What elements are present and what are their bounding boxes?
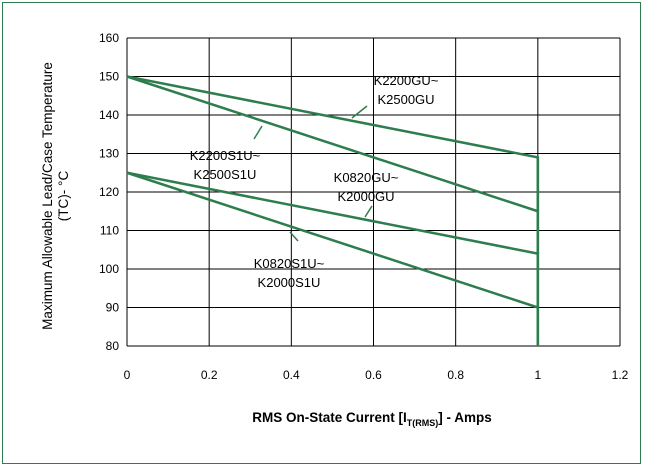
chart-frame [2,2,641,464]
annotation-leader-3 [364,205,373,218]
annotation-leader-2 [253,125,263,140]
annotations: K2200GU~ K2500GU K2200S1U~ K2500S1U K0820GU~… [190,73,439,290]
x-axis-title: RMS On-State Current [IT(RMS)] - Amps [252,410,492,428]
x-tick-label: 0.6 [365,368,382,382]
series-annotation-2: K2200S1U~ K2500S1U [190,148,261,182]
series-line-1 [126,75,540,346]
series-line-4 [126,171,539,309]
x-tick-label: 1 [534,368,541,382]
y-tick-label: 100 [99,262,119,276]
y-tick-label: 150 [99,70,119,84]
x-axis-title-sub: T(RMS) [407,418,439,428]
y-tick-label: 130 [99,147,119,161]
y-tick-label: 80 [106,339,120,353]
series-annotation-4: K0820S1U~ K2000S1U [254,256,325,290]
y-tick-label: 90 [106,301,120,315]
annotation-leader-4 [289,231,299,242]
y-tick-label: 110 [100,224,119,238]
x-tick-label: 0.8 [447,368,464,382]
x-tick-label: 0 [124,368,131,382]
y-tick-label: 120 [99,185,119,199]
x-axis-title-pre: RMS On-State Current [I [252,410,407,425]
series-annotation-3: K0820GU~ K2000GU [334,170,399,204]
series-lines [126,75,540,346]
x-tick-label: 1.2 [612,368,629,382]
annotation-leader-1 [351,105,368,119]
series-annotation-1: K2200GU~ K2500GU [374,73,439,107]
y-axis-title-line2: (TC)- °C [56,171,71,222]
y-tick-label: 140 [99,108,119,122]
tick-labels: 0 0.2 0.4 0.6 0.8 1 1.2 80 90 100 110 120 130 140 150 1… [99,31,629,382]
y-axis-title-line1: Maximum Allowable Lead/Case Temperature [40,62,55,330]
x-tick-label: 0.4 [283,368,300,382]
x-tick-label: 0.2 [201,368,218,382]
x-axis-title-post: ] - Amps [438,410,492,425]
series-line-3 [126,171,539,255]
y-tick-label: 160 [99,31,119,45]
series-line-2 [126,75,539,213]
